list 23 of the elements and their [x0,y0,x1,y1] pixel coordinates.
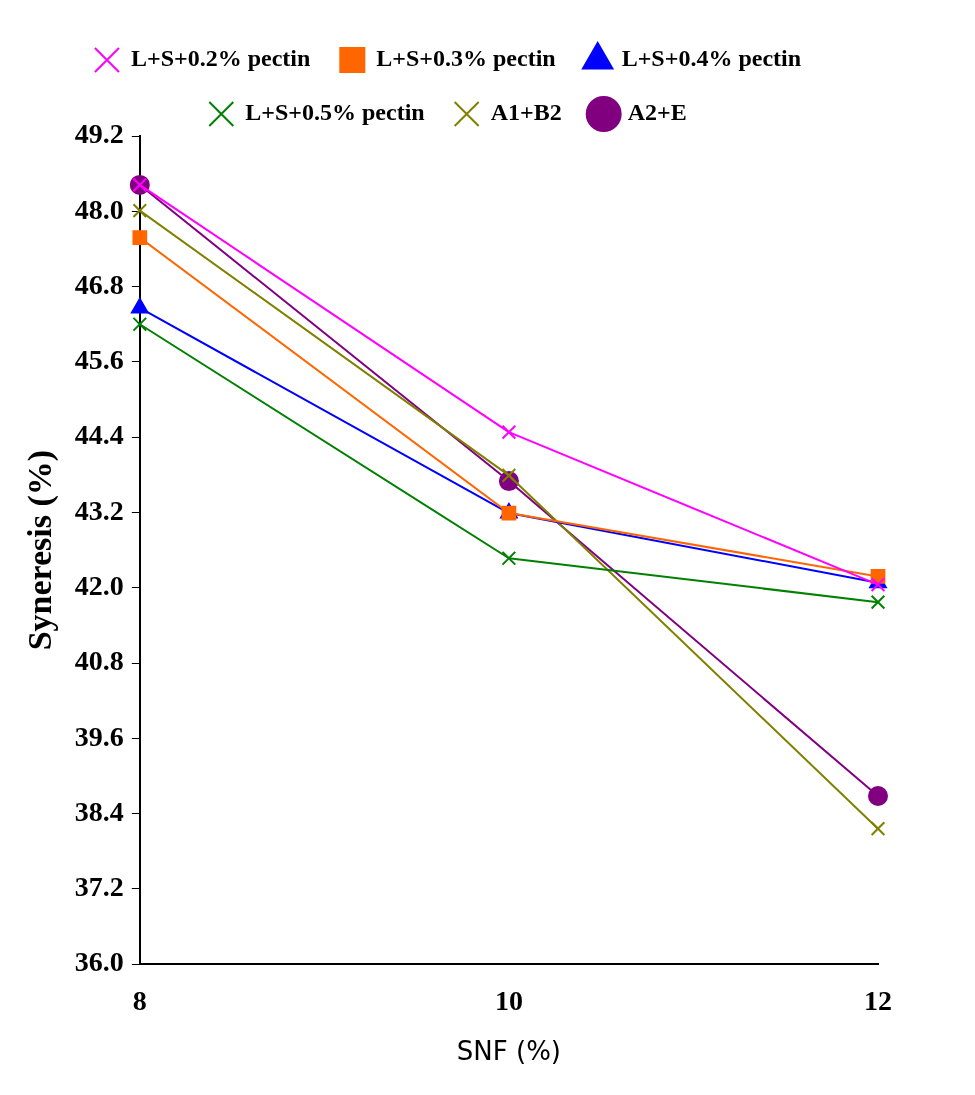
legend-label: L+S+0.5% pectin [245,99,425,126]
legend-label: L+S+0.2% pectin [130,45,311,72]
y-tick-label: 43.2 [74,494,124,526]
y-tick-label: 42.0 [74,569,124,601]
y-tick-label: 44.4 [74,419,124,451]
y-tick-label: 45.6 [74,344,124,376]
legend-label: L+S+0.4% pectin [621,45,802,72]
x-tick-label: 10 [494,985,523,1017]
y-tick-label: 46.8 [74,268,124,300]
y-tick-label: 38.4 [74,795,124,827]
x-tick-label: 8 [132,985,147,1017]
y-tick-label: 37.2 [74,871,124,903]
y-tick-label: 49.2 [74,118,124,150]
x-axis-title: SNF (%) [456,1036,561,1067]
y-tick-label: 36.0 [74,946,124,978]
legend-label: A1+B2 [490,99,562,126]
legend-label: L+S+0.3% pectin [376,45,556,72]
x-tick-label: 12 [864,985,892,1017]
y-axis-title: Syneresis (%) [21,449,60,651]
y-tick-label: 40.8 [74,645,124,677]
y-tick-label: 48.0 [74,193,124,225]
y-tick-label: 39.6 [74,720,124,752]
legend-label: A2+E [627,99,687,126]
